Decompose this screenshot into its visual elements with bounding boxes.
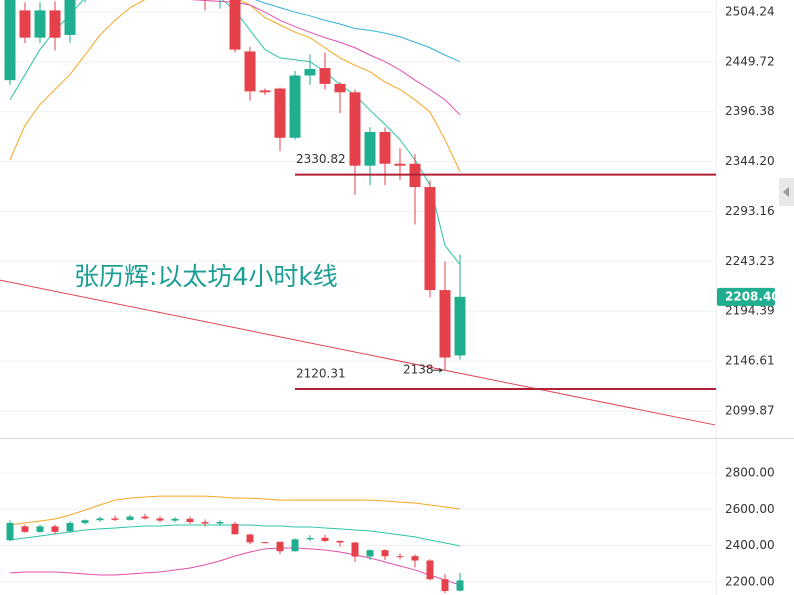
candle-body [454, 296, 466, 356]
level-label: 2330.82 [296, 152, 346, 166]
candle-body [334, 83, 346, 93]
candle-body [246, 534, 254, 543]
candle-body [171, 518, 179, 521]
y-tick-label: 2800.00 [725, 466, 775, 480]
candle-body [274, 88, 286, 138]
candle-body [319, 68, 331, 84]
candle-body [36, 526, 44, 532]
candle-body [34, 10, 46, 38]
candle-body [64, 0, 76, 35]
ma-line [254, 0, 461, 63]
candle-body [306, 538, 314, 540]
chart-title: 张历辉:以太坊4小时k线 [74, 262, 338, 291]
candle-body [111, 518, 119, 520]
main-panel: 2330.82 2120.31 2138 [0, 0, 716, 426]
candle-body [19, 10, 31, 38]
candle-body [426, 560, 434, 580]
candle-body [394, 163, 406, 166]
last-price-label: 2208.40 [725, 289, 780, 303]
y-tick-label: 2449.72 [725, 54, 775, 68]
y-tick-label: 2293.16 [725, 204, 775, 218]
candle-body [21, 526, 29, 532]
y-tick-label: 2099.87 [725, 404, 775, 418]
candle-body [304, 68, 316, 76]
annotation-arrow [432, 367, 443, 373]
candle-body [396, 556, 404, 558]
low-annotation: 2138 [403, 363, 434, 377]
y-tick-label: 2146.61 [725, 354, 775, 368]
candle-body [276, 541, 284, 552]
candle-body [126, 516, 134, 520]
candle-body [381, 550, 389, 557]
candle-body [379, 132, 391, 164]
ma-line [9, 547, 461, 586]
candle-body [81, 520, 89, 523]
candle-body [411, 556, 419, 561]
level-label: 2120.31 [296, 367, 346, 381]
candle-body [66, 522, 74, 532]
candle-body [291, 539, 299, 552]
candle-body [244, 51, 256, 92]
y-tick-label: 2504.24 [725, 4, 775, 18]
y-tick-label: 2400.00 [725, 538, 775, 552]
candle-body [349, 92, 361, 166]
candle-body [201, 522, 209, 524]
candle-body [49, 10, 61, 38]
candle-body [336, 540, 344, 543]
scroll-arrow [783, 187, 789, 197]
candle-body [456, 580, 464, 591]
candle-body [96, 518, 104, 521]
candle-body [321, 537, 329, 541]
y-tick-label: 2600.00 [725, 502, 775, 516]
candle-body [231, 523, 239, 535]
candle-body [424, 187, 436, 291]
last-price-box [717, 287, 775, 306]
candle-body [441, 579, 449, 592]
lower-panel [6, 495, 464, 594]
candle-body [366, 550, 374, 557]
ma-line [9, 495, 461, 526]
y-tick-label: 2200.00 [725, 574, 775, 588]
candle-body [351, 542, 359, 557]
ma-line [9, 0, 461, 172]
candle-body [4, 0, 16, 81]
candle-body [216, 522, 224, 524]
y-tick-label: 2344.20 [725, 154, 775, 168]
candle-body [261, 542, 269, 544]
grid [0, 11, 716, 583]
candle-body [51, 526, 59, 532]
candle-body [186, 518, 194, 523]
y-tick-label: 2243.23 [725, 254, 775, 268]
candle-body [259, 90, 271, 93]
y-tick-label: 2194.39 [725, 304, 775, 318]
candle-body [229, 0, 241, 50]
candle-body [364, 132, 376, 166]
candle-body [156, 518, 164, 521]
candle-body [439, 290, 451, 358]
candle-body [289, 75, 301, 138]
y-tick-label: 2396.38 [725, 104, 775, 118]
candle-body [141, 516, 149, 519]
candle-body [6, 522, 14, 541]
trendline [0, 279, 716, 426]
